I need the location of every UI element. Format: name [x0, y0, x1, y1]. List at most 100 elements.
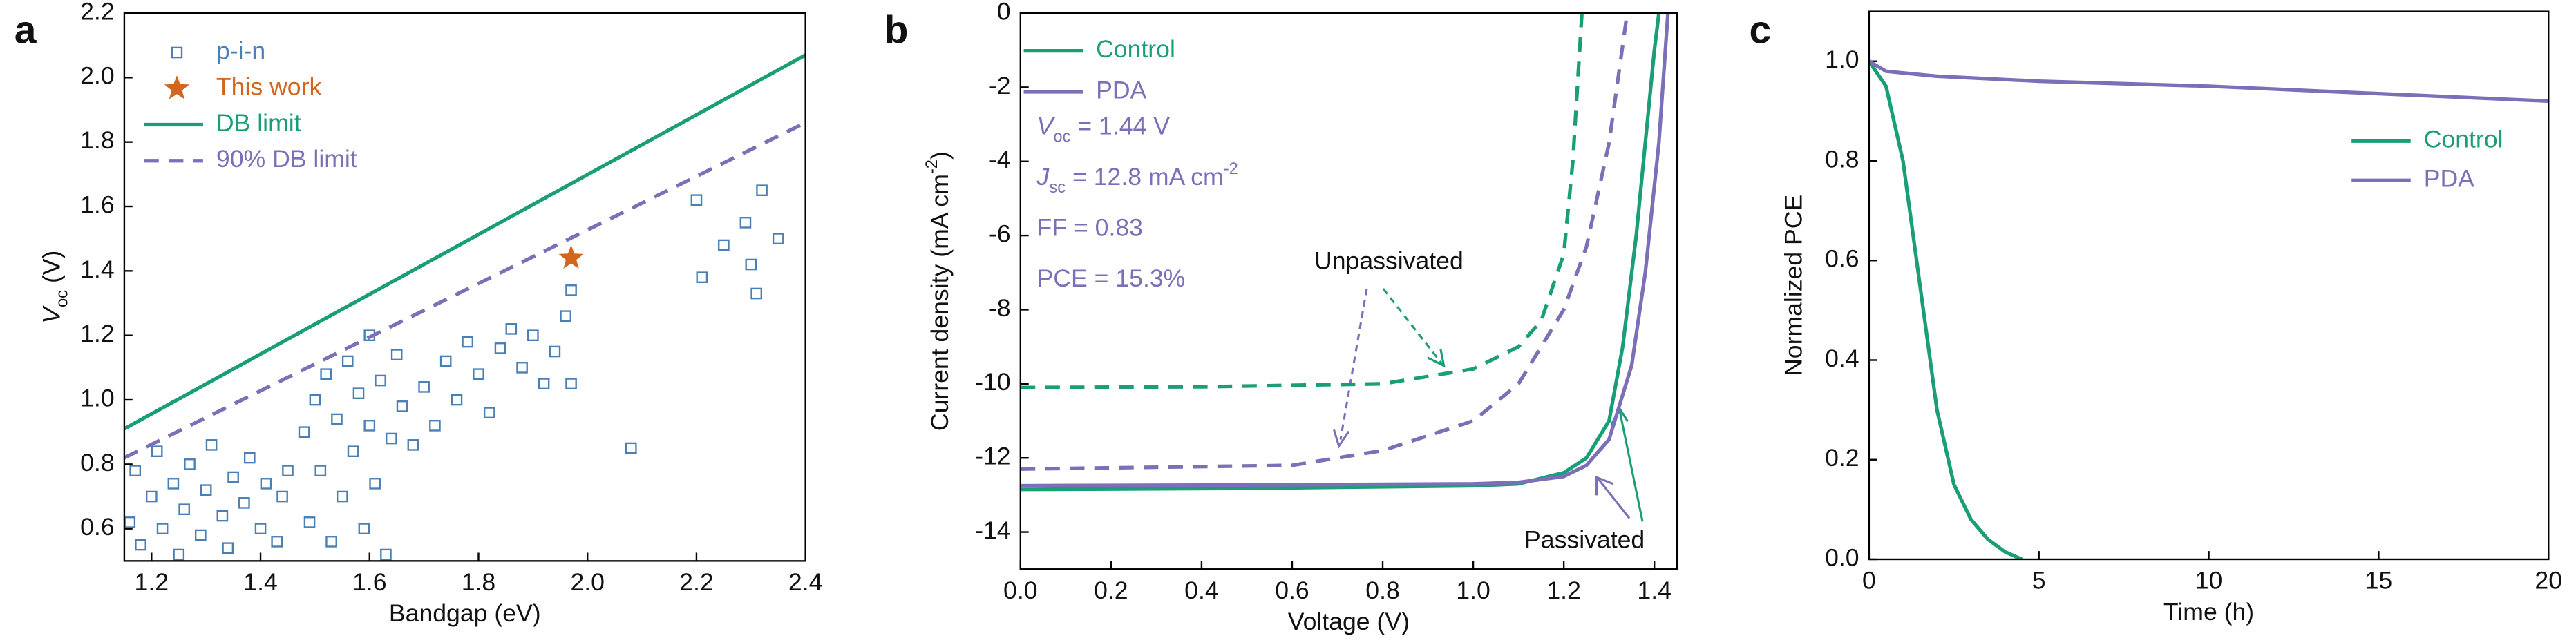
point: [462, 336, 474, 348]
point: [358, 523, 370, 535]
y-axis-label: Normalized PCE: [1779, 195, 1807, 376]
x-tick-label: 2.0: [570, 568, 605, 596]
parameter-text: Voc = 1.44 V: [1037, 113, 1171, 146]
x-axis-label: Voltage (V): [1288, 608, 1410, 635]
plot-area: [1868, 59, 2549, 559]
point: [124, 516, 136, 528]
x-tick-label: 1.2: [135, 568, 169, 596]
point: [505, 323, 518, 335]
point: [439, 355, 452, 367]
arrow: [1597, 478, 1631, 519]
point: [194, 529, 207, 541]
y-tick-label: 0.6: [1825, 245, 1859, 273]
point: [156, 523, 169, 535]
plot-frame: [123, 12, 806, 562]
y-tick-label: -8: [989, 294, 1011, 322]
point: [320, 368, 332, 380]
point: [178, 503, 190, 516]
y-tick-label: 0.0: [1825, 543, 1859, 571]
y-tick-label: -12: [975, 443, 1010, 470]
line: [124, 121, 806, 460]
x-tick-label: 2.2: [679, 568, 714, 596]
y-tick-label: 2.0: [80, 62, 115, 90]
point: [369, 478, 381, 490]
point: [407, 439, 419, 451]
arrowhead: [1595, 475, 1613, 496]
text-part: J: [1036, 163, 1050, 191]
parameter-text: Jsc = 12.8 mA cm-2: [1036, 160, 1238, 197]
y-tick-label: 1.0: [80, 384, 115, 412]
text-part: oc: [1053, 127, 1070, 146]
point: [473, 368, 484, 380]
y-tick-label: 0.8: [80, 449, 115, 476]
legend-label: This work: [216, 73, 322, 101]
arrow: [1382, 288, 1443, 365]
panel-label: c: [1749, 8, 1771, 52]
point: [276, 490, 288, 503]
point: [386, 432, 397, 445]
arrowhead: [1427, 349, 1446, 368]
point: [696, 271, 708, 283]
panel-label: b: [884, 8, 909, 52]
text-part: sc: [1049, 178, 1066, 197]
legend-label: PDA: [1096, 76, 1146, 104]
point: [271, 536, 283, 548]
point: [222, 542, 234, 554]
point: [282, 465, 294, 477]
point: [745, 258, 757, 271]
y-tick-label: -4: [989, 146, 1011, 173]
panel: a 1.2 1.4 1.6 1.8 2.0 2.2 2.4 0.6 0.8 1.0 1.2 1.4 1.6…: [15, 0, 823, 627]
panel: c 0 5 10 15 20 0.0 0.2 0.4 0.6 0.8 1.0 Time (h) Norma…: [1749, 8, 2562, 626]
text-part: -2: [922, 160, 941, 174]
x-tick-label: 15: [2365, 567, 2393, 594]
point: [516, 362, 528, 374]
point: [337, 490, 348, 503]
panel-label: a: [15, 8, 37, 52]
legend-label: p-i-n: [216, 37, 265, 64]
parameter-text: FF = 0.83: [1037, 214, 1143, 242]
point: [314, 465, 327, 477]
plot-frame: [1868, 10, 2550, 561]
point: [739, 217, 752, 229]
text-part: = 12.8 mA cm: [1066, 163, 1224, 191]
point: [331, 413, 343, 425]
x-axis-label: Time (h): [2163, 598, 2254, 626]
x-tick-label: 2.4: [788, 568, 823, 596]
x-tick-label: 20: [2535, 567, 2562, 594]
x-tick-label: 1.8: [462, 568, 496, 596]
y-tick-label: 0.6: [80, 513, 115, 541]
legend-label: DB limit: [216, 109, 301, 137]
text-part: -2: [1224, 160, 1238, 178]
text-part: = 1.44 V: [1070, 113, 1170, 140]
plot-area: [1020, 13, 1670, 492]
point: [238, 497, 250, 509]
point: [363, 420, 376, 432]
point: [625, 442, 637, 454]
x-tick-label: 1.0: [1456, 577, 1490, 604]
x-tick-label: 0.0: [1003, 577, 1038, 604]
point: [129, 465, 141, 477]
y-tick-label: -6: [989, 220, 1011, 248]
star-point: [558, 244, 584, 269]
y-tick-label: -10: [975, 368, 1010, 396]
text-part: (V): [38, 251, 66, 290]
point: [560, 310, 571, 322]
text-part: Current density (mA cm: [926, 174, 954, 431]
y-tick-label: 0: [997, 0, 1011, 25]
legend-label: 90% DB limit: [216, 145, 357, 173]
y-tick-label: 1.8: [80, 126, 115, 154]
x-tick-label: 0.8: [1365, 577, 1400, 604]
point: [347, 445, 359, 458]
point: [352, 387, 365, 399]
plot-frame: [1019, 12, 1678, 570]
point: [772, 233, 784, 244]
point: [173, 548, 185, 561]
legend-label: PDA: [2424, 165, 2474, 193]
x-tick-label: 1.4: [1637, 577, 1671, 604]
x-tick-label: 5: [2032, 567, 2046, 594]
point: [756, 184, 768, 196]
x-axis-label: Bandgap (eV): [389, 599, 541, 627]
point: [418, 381, 430, 393]
point: [718, 239, 730, 251]
